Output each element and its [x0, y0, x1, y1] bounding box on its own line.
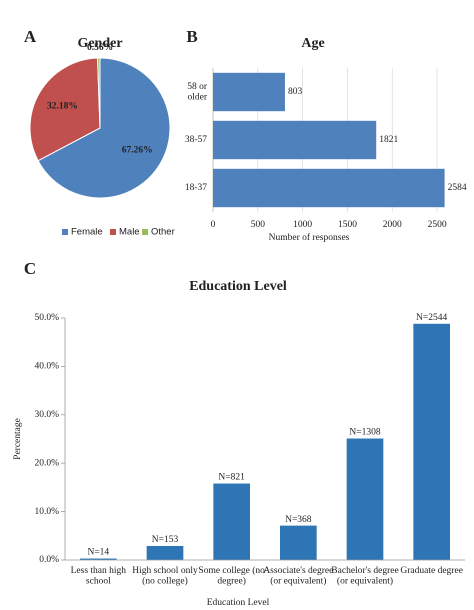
- x-tick-label: 500: [251, 220, 266, 230]
- legend-swatch: [110, 229, 116, 235]
- chart-title: Education Level: [189, 279, 287, 294]
- x-tick-label: High school only (no college): [132, 566, 198, 587]
- slice-label: 32.18%: [47, 101, 78, 111]
- panel-label: B: [186, 27, 197, 46]
- y-tick-label: 40.0%: [34, 362, 59, 372]
- bar-annotation: N=14: [87, 548, 109, 558]
- y-tick-label: 10.0%: [34, 507, 59, 517]
- x-tick-label: 2000: [383, 220, 402, 230]
- x-axis-label: Education Level: [207, 598, 270, 608]
- bar-annotation: N=1308: [349, 428, 380, 438]
- bar: [413, 323, 450, 560]
- legend-label: Male: [119, 227, 140, 238]
- bar: [213, 168, 445, 208]
- value-label: 803: [288, 87, 303, 97]
- pie-slice: [37, 57, 171, 199]
- y-tick-label: 50.0%: [34, 313, 59, 323]
- x-tick-label: Some college (no degree): [198, 565, 265, 587]
- pie-slice: [29, 57, 101, 162]
- legend-label: Female: [71, 227, 103, 238]
- bar: [213, 120, 377, 160]
- legend-label: Other: [151, 227, 175, 238]
- bar: [213, 483, 250, 560]
- bar: [146, 545, 184, 560]
- legend-swatch: [62, 229, 68, 235]
- x-axis-label: Number of responses: [269, 232, 350, 243]
- y-axis-label: Percentage: [13, 418, 23, 460]
- chart-title: Age: [301, 36, 324, 51]
- y-tick-label: 18-37: [185, 183, 207, 193]
- slice-label: 0.56%: [87, 43, 113, 53]
- bar-annotation: N=153: [152, 535, 179, 545]
- bar: [280, 525, 317, 560]
- x-tick-label: 1500: [338, 220, 357, 230]
- panel-label: A: [24, 27, 37, 46]
- x-tick-label: Bachelor's degree (or equivalent): [331, 566, 398, 587]
- value-label: 1821: [379, 135, 398, 145]
- y-tick-label: 0.0%: [39, 555, 59, 565]
- bar-annotation: N=368: [285, 515, 312, 525]
- y-tick-label: 20.0%: [34, 458, 59, 468]
- x-tick-label: Associate's degree (or equivalent): [263, 566, 333, 587]
- y-tick-label: 38-57: [185, 135, 207, 145]
- x-tick-label: Less than high school: [71, 566, 127, 587]
- x-tick-label: 1000: [293, 220, 312, 230]
- chart-title: Gender: [77, 36, 122, 51]
- y-tick-label: 30.0%: [34, 410, 59, 420]
- legend-swatch: [142, 229, 148, 235]
- x-tick-label: 2500: [428, 220, 447, 230]
- y-tick-label: 58 or older: [187, 82, 208, 103]
- slice-label: 67.26%: [122, 146, 153, 156]
- x-tick-label: 0: [211, 220, 216, 230]
- bar: [346, 438, 384, 560]
- bar: [213, 72, 285, 112]
- pie-slice: [97, 57, 101, 129]
- panel-label: C: [24, 259, 36, 278]
- bar-annotation: N=821: [218, 473, 245, 483]
- bar: [80, 558, 117, 560]
- value-label: 2584: [448, 183, 467, 193]
- bar-annotation: N=2544: [416, 313, 447, 323]
- x-tick-label: Graduate degree: [400, 566, 463, 576]
